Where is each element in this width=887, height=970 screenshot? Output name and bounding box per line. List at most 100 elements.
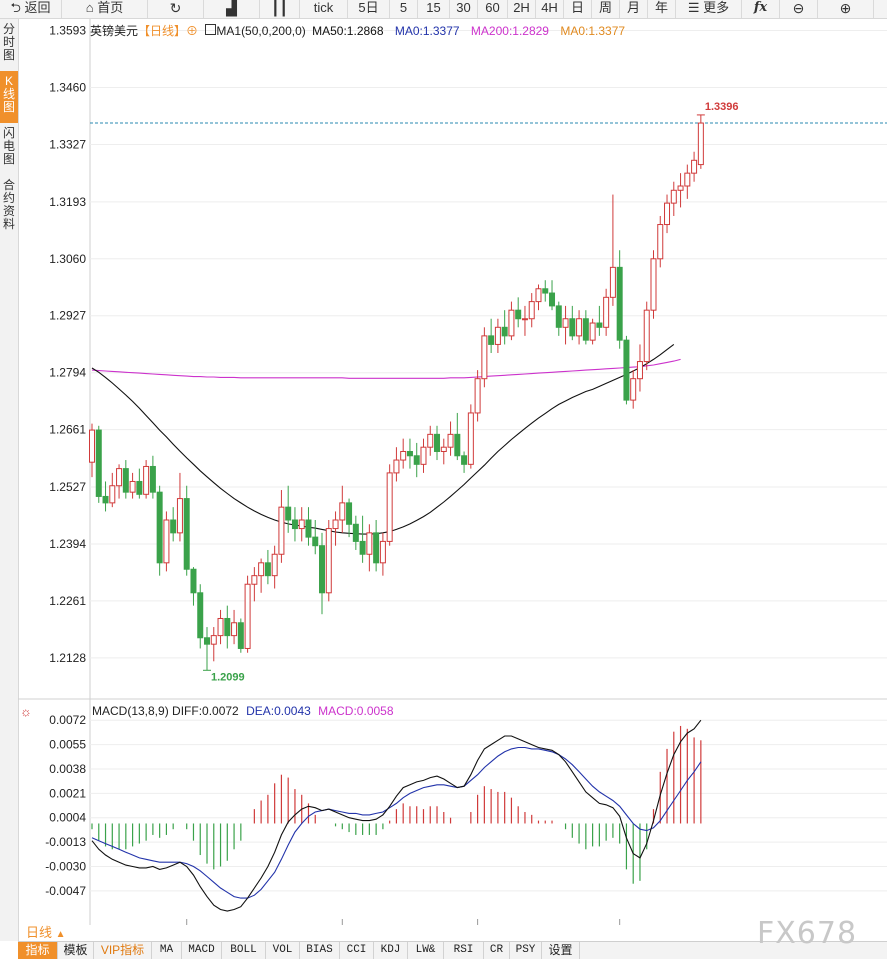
price-tick-label: 1.2261 bbox=[49, 594, 86, 608]
back-arrow-icon: ⮌ bbox=[10, 0, 21, 15]
tab-cci[interactable]: CCI bbox=[340, 942, 374, 959]
period-15m-button[interactable]: 15 bbox=[418, 0, 450, 18]
tab-ma[interactable]: MA bbox=[152, 942, 182, 959]
candles: 1.3396 1.2099 bbox=[89, 101, 739, 683]
candle-body bbox=[346, 502, 353, 525]
period-year-button[interactable]: 年 bbox=[648, 0, 676, 18]
candle-body bbox=[677, 185, 684, 191]
sidebar-item-timeshare[interactable]: 分时图 bbox=[2, 22, 15, 62]
candle-body bbox=[149, 465, 156, 493]
candle-body bbox=[183, 498, 190, 570]
candle-body bbox=[535, 288, 542, 303]
formula-button[interactable]: fx bbox=[742, 0, 780, 18]
low-label: 1.2099 bbox=[211, 671, 245, 683]
date-tick-label: 2025/03 bbox=[456, 923, 500, 925]
candle-body bbox=[237, 622, 244, 649]
candle-body bbox=[440, 446, 447, 452]
dea-line bbox=[91, 746, 702, 899]
price-tick-label: 1.2661 bbox=[49, 423, 86, 437]
home-button[interactable]: ⌂ 首页 bbox=[62, 0, 148, 18]
back-button[interactable]: ⮌ 返回 bbox=[0, 0, 62, 18]
candle-body bbox=[312, 536, 319, 547]
tab-boll[interactable]: BOLL bbox=[222, 942, 266, 959]
sidebar: 分时图 K线图 闪电图 合约资料 bbox=[0, 19, 19, 941]
caret-up-icon: ▲ bbox=[55, 929, 66, 940]
candle-body bbox=[156, 491, 163, 564]
candle-body bbox=[481, 335, 488, 380]
watermark: FX678 bbox=[757, 916, 858, 951]
price-tick-label: 1.2794 bbox=[49, 366, 86, 380]
candle-body bbox=[461, 455, 468, 465]
period-30m-button[interactable]: 30 bbox=[450, 0, 478, 18]
period-day-button[interactable]: 日 bbox=[564, 0, 592, 18]
candle-body bbox=[684, 172, 691, 187]
sidebar-item-flash[interactable]: 闪电图 bbox=[2, 126, 15, 166]
price-tick-label: 1.3460 bbox=[49, 81, 86, 95]
candle-body bbox=[589, 322, 596, 341]
period-5m-button[interactable]: 5 bbox=[390, 0, 418, 18]
period-tag[interactable]: 【日线】 bbox=[138, 24, 187, 38]
tick-button[interactable]: tick bbox=[300, 0, 348, 18]
candle-body bbox=[400, 450, 407, 461]
tab-bias[interactable]: BIAS bbox=[300, 942, 340, 959]
refresh-button[interactable]: ↻ bbox=[148, 0, 204, 18]
ma50-line bbox=[91, 343, 675, 535]
candle-body bbox=[251, 575, 258, 585]
period-selector[interactable]: 日线 ▲ bbox=[26, 925, 66, 940]
candle-button[interactable]: ┃┃ bbox=[260, 0, 300, 18]
period-60m-button[interactable]: 60 bbox=[478, 0, 508, 18]
candle-body bbox=[454, 433, 461, 457]
tab-templates[interactable]: 模板 bbox=[58, 942, 94, 959]
more-button[interactable]: ☰ 更多 bbox=[676, 0, 742, 18]
tab-indicators[interactable]: 指标 bbox=[18, 942, 58, 959]
candle-body bbox=[555, 305, 562, 328]
tab-vol[interactable]: VOL bbox=[266, 942, 300, 959]
ma-label: MA1(50,0,200,0) bbox=[216, 24, 306, 38]
macd-tick-label: 0.0021 bbox=[49, 786, 86, 800]
tab-macd[interactable]: MACD bbox=[182, 942, 222, 959]
period-5d-button[interactable]: 5日 bbox=[348, 0, 390, 18]
price-tick-label: 1.2394 bbox=[49, 537, 86, 551]
high-label: 1.3396 bbox=[705, 101, 739, 113]
macd-panel: 0.0072 0.0055 0.0038 0.0021 0.0004 -0.0013 -0.… bbox=[45, 713, 702, 912]
tab-lw[interactable]: LW& bbox=[408, 942, 444, 959]
tab-psy[interactable]: PSY bbox=[510, 942, 542, 959]
tab-cr[interactable]: CR bbox=[484, 942, 510, 959]
symbol-name: 英镑美元 bbox=[90, 24, 139, 38]
candle-body bbox=[366, 532, 373, 555]
zoom-in-button[interactable]: ⊕ bbox=[818, 0, 874, 18]
macd-tick-label: -0.0030 bbox=[45, 860, 86, 874]
candle-body bbox=[319, 545, 326, 594]
candle-body bbox=[244, 583, 251, 649]
candle-body bbox=[258, 562, 265, 577]
zoom-out-button[interactable]: ⊖ bbox=[780, 0, 818, 18]
ma-settings-icon[interactable] bbox=[205, 24, 217, 35]
macd-settings-icon[interactable]: ☼ bbox=[20, 704, 32, 719]
period-4h-button[interactable]: 4H bbox=[536, 0, 564, 18]
candle-body bbox=[231, 622, 238, 637]
period-month-button[interactable]: 月 bbox=[620, 0, 648, 18]
sidebar-item-contract[interactable]: 合约资料 bbox=[2, 178, 15, 231]
candle-body bbox=[271, 553, 278, 577]
add-circle-icon[interactable]: ⊕ bbox=[186, 24, 199, 38]
candle-body bbox=[102, 495, 109, 504]
indicator-footer: 指标 模板 VIP指标 MA MACD BOLL VOL BIAS CCI KD… bbox=[18, 941, 887, 959]
candle-body bbox=[170, 519, 177, 534]
candle-body bbox=[434, 433, 441, 452]
candle-body bbox=[190, 568, 197, 594]
period-2h-button[interactable]: 2H bbox=[508, 0, 536, 18]
price-tick-label: 1.3593 bbox=[49, 24, 86, 38]
candle-body bbox=[386, 472, 393, 542]
candle-body bbox=[285, 506, 292, 521]
tab-vip-indicators[interactable]: VIP指标 bbox=[94, 942, 152, 959]
tab-kdj[interactable]: KDJ bbox=[374, 942, 408, 959]
sidebar-item-kline[interactable]: K线图 bbox=[0, 71, 18, 123]
tab-rsi[interactable]: RSI bbox=[444, 942, 484, 959]
candle-body bbox=[623, 339, 630, 401]
candle-body bbox=[562, 318, 569, 328]
tab-settings[interactable]: 设置 bbox=[542, 942, 580, 959]
period-week-button[interactable]: 周 bbox=[592, 0, 620, 18]
candle-body bbox=[657, 224, 664, 260]
bar-chart-button[interactable]: ▟ bbox=[204, 0, 260, 18]
